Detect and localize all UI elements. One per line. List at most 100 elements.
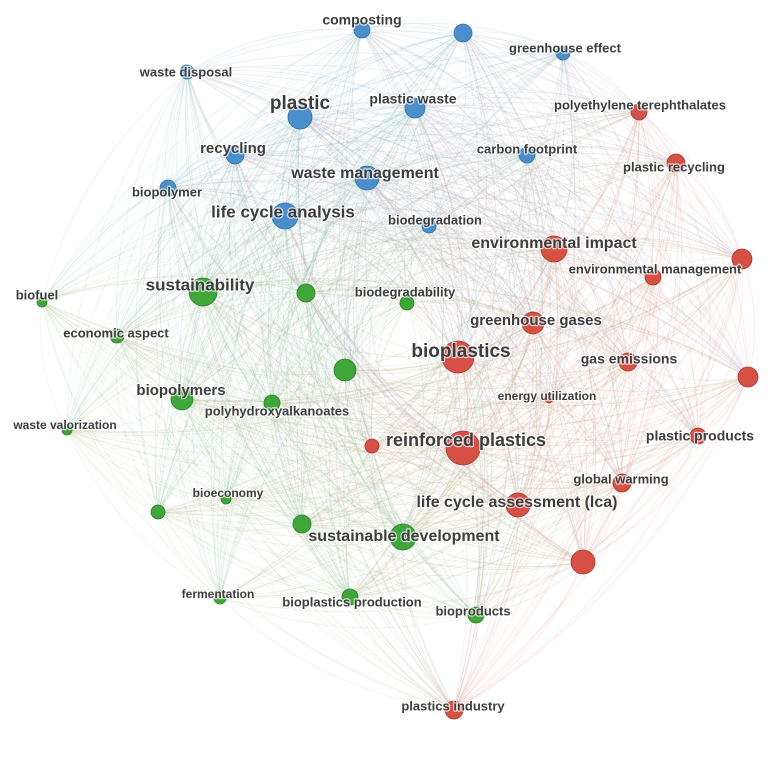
node-bioeconomy[interactable]	[220, 493, 232, 505]
node-plastic[interactable]	[287, 104, 313, 130]
node-waste-valorization[interactable]	[61, 424, 73, 436]
node-fermentation[interactable]	[213, 591, 227, 605]
node-label-bioeconomy[interactable]: bioeconomy	[191, 485, 264, 501]
edge	[181, 52, 564, 400]
edge	[157, 29, 363, 513]
node-label-biofuel[interactable]: biofuel	[14, 286, 59, 303]
node-unlabeled-4[interactable]	[296, 283, 316, 303]
node-label-gas-emissions[interactable]: gas emissions	[580, 350, 679, 368]
edge	[41, 301, 699, 444]
edge	[517, 276, 654, 506]
node-plastic-waste[interactable]	[404, 97, 426, 119]
node-recycling[interactable]	[225, 145, 245, 165]
node-greenhouse-gases[interactable]	[521, 311, 545, 335]
node-gas-emissions[interactable]	[618, 352, 638, 372]
edge	[526, 154, 743, 260]
node-label-plastic-recycling[interactable]: plastic recycling	[622, 158, 726, 175]
node-label-greenhouse-effect[interactable]: greenhouse effect	[508, 39, 623, 56]
node-unlabeled-6[interactable]	[731, 248, 753, 270]
node-greenhouse-effect[interactable]	[555, 45, 571, 61]
node-unlabeled-2[interactable]	[150, 504, 166, 520]
node-label-greenhouse-gases[interactable]: greenhouse gases	[469, 311, 603, 330]
node-biofuel[interactable]	[36, 296, 48, 308]
edge	[305, 292, 455, 711]
edge	[301, 435, 699, 528]
node-label-polyethylene-terephthalates[interactable]: polyethylene terephthalates	[553, 96, 727, 113]
node-label-environmental-impact[interactable]: environmental impact	[470, 234, 638, 253]
node-energy-utilization[interactable]	[544, 394, 554, 404]
node-bioproducts[interactable]	[467, 606, 485, 624]
edge	[186, 71, 629, 363]
node-global-warming[interactable]	[612, 473, 632, 493]
node-unlabeled-1[interactable]	[364, 438, 380, 454]
node-label-sustainability[interactable]: sustainability	[144, 274, 256, 295]
node-life-cycle-assessment-lca[interactable]	[505, 492, 531, 518]
node-label-bioplastics-production[interactable]: bioplastics production	[281, 593, 423, 610]
node-label-plastics-industry[interactable]: plastics industry	[400, 697, 506, 714]
node-unlabeled-8[interactable]	[333, 358, 357, 382]
node-unlabeled-5[interactable]	[292, 514, 312, 534]
node-biopolymers[interactable]	[170, 387, 194, 411]
node-economic-aspect[interactable]	[109, 328, 125, 344]
node-biopolymer[interactable]	[159, 179, 177, 197]
node-biodegradability[interactable]	[399, 295, 415, 311]
node-unlabeled-7[interactable]	[737, 366, 759, 388]
node-label-fermentation[interactable]: fermentation	[180, 586, 255, 602]
node-label-plastic-products[interactable]: plastic products	[645, 427, 756, 445]
node-plastic-recycling[interactable]	[666, 153, 686, 173]
node-polyhydroxyalkanoates[interactable]	[263, 394, 281, 412]
edge	[157, 402, 273, 513]
node-label-bioplastics[interactable]: bioplastics	[410, 340, 512, 363]
node-carbon-footprint[interactable]	[518, 146, 536, 164]
node-waste-management[interactable]	[354, 165, 380, 191]
node-waste-disposal[interactable]	[179, 64, 195, 80]
node-composting[interactable]	[353, 21, 371, 39]
edge	[284, 215, 534, 324]
node-label-bioproducts[interactable]: bioproducts	[434, 602, 512, 619]
node-label-composting[interactable]: composting	[321, 11, 403, 29]
node-label-environmental-management[interactable]: environmental management	[567, 260, 743, 277]
edge	[202, 280, 749, 378]
node-label-waste-valorization[interactable]: waste valorization	[11, 417, 118, 433]
node-label-waste-management[interactable]: waste management	[289, 164, 441, 183]
node-label-polyhydroxyalkanoates[interactable]: polyhydroxyalkanoates	[204, 402, 351, 419]
node-polyethylene-terephthalates[interactable]	[630, 103, 648, 121]
node-label-reinforced-plastics[interactable]: reinforced plastics	[385, 429, 547, 451]
edge	[582, 258, 743, 563]
node-reinforced-plastics[interactable]	[445, 430, 481, 466]
node-unlabeled-3[interactable]	[453, 23, 473, 43]
node-sustainability[interactable]	[188, 277, 218, 307]
node-label-carbon-footprint[interactable]: carbon footprint	[476, 140, 579, 157]
node-label-biodegradation[interactable]: biodegradation	[387, 211, 483, 228]
edge	[324, 177, 368, 598]
edge	[366, 177, 464, 449]
node-bioplastics[interactable]	[441, 340, 475, 374]
node-label-biopolymers[interactable]: biopolymers	[135, 381, 227, 400]
node-plastic-products[interactable]	[689, 427, 707, 445]
node-label-biopolymer[interactable]: biopolymer	[131, 183, 203, 200]
node-label-recycling[interactable]: recycling	[199, 139, 267, 158]
node-environmental-management[interactable]	[644, 268, 662, 286]
node-plastics-industry[interactable]	[444, 700, 464, 720]
node-biodegradation[interactable]	[421, 218, 437, 234]
node-label-plastic[interactable]: plastic	[269, 92, 332, 115]
node-unlabeled-9[interactable]	[570, 549, 596, 575]
node-label-waste-disposal[interactable]: waste disposal	[138, 63, 234, 80]
edge	[40, 301, 68, 431]
edge	[219, 177, 368, 599]
node-label-energy-utilization[interactable]: energy utilization	[496, 388, 597, 404]
node-label-sustainable-development[interactable]: sustainable development	[307, 527, 501, 546]
node-environmental-impact[interactable]	[540, 235, 568, 263]
node-bioplastics-production[interactable]	[341, 588, 359, 606]
node-label-biodegradability[interactable]: biodegradability	[354, 283, 458, 300]
node-label-plastic-waste[interactable]: plastic waste	[368, 90, 458, 108]
node-label-global-warming[interactable]: global warming	[572, 470, 670, 487]
node-sustainable-development[interactable]	[389, 523, 417, 551]
edge	[526, 146, 677, 164]
node-label-life-cycle-analysis[interactable]: life cycle analysis	[210, 201, 356, 222]
node-label-economic-aspect[interactable]: economic aspect	[62, 324, 171, 341]
edge	[299, 105, 677, 164]
node-life-cycle-analysis[interactable]	[271, 202, 299, 230]
node-label-life-cycle-assessment-lca[interactable]: life cycle assessment (lca)	[415, 493, 618, 512]
edge	[136, 187, 169, 513]
